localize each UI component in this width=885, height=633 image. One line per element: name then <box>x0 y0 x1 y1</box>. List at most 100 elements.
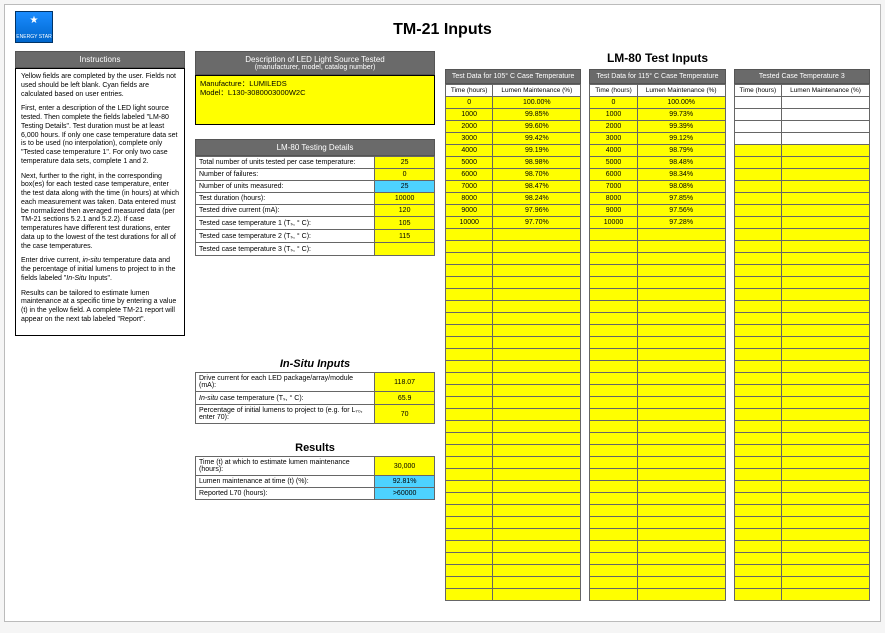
cell-lumen[interactable] <box>782 169 870 181</box>
cell-lumen[interactable] <box>782 157 870 169</box>
cell-lumen[interactable] <box>637 421 725 433</box>
cell-lumen[interactable] <box>782 517 870 529</box>
cell-time[interactable] <box>446 253 493 265</box>
cell-time[interactable] <box>446 433 493 445</box>
cell-time[interactable] <box>446 241 493 253</box>
cell-time[interactable]: 7000 <box>446 181 493 193</box>
cell-time[interactable] <box>446 349 493 361</box>
cell-time[interactable] <box>590 265 637 277</box>
cell-lumen[interactable] <box>782 541 870 553</box>
cell-lumen[interactable] <box>637 433 725 445</box>
cell-lumen[interactable]: 98.47% <box>493 181 581 193</box>
cell-time[interactable]: 3000 <box>590 133 637 145</box>
cell-lumen[interactable] <box>637 565 725 577</box>
cell-time[interactable] <box>590 277 637 289</box>
cell-time[interactable] <box>590 457 637 469</box>
cell-time[interactable] <box>590 337 637 349</box>
cell-time[interactable] <box>590 325 637 337</box>
cell-lumen[interactable] <box>493 397 581 409</box>
cell-time[interactable] <box>734 577 781 589</box>
cell-time[interactable] <box>734 157 781 169</box>
cell-lumen[interactable] <box>493 445 581 457</box>
cell-time[interactable] <box>446 373 493 385</box>
cell-lumen[interactable] <box>637 493 725 505</box>
cell-lumen[interactable] <box>493 553 581 565</box>
cell-lumen[interactable] <box>493 421 581 433</box>
cell-time[interactable] <box>734 529 781 541</box>
cell-time[interactable]: 9000 <box>590 205 637 217</box>
cell-time[interactable] <box>590 529 637 541</box>
field-value[interactable] <box>375 243 435 256</box>
field-value[interactable]: 10000 <box>375 193 435 205</box>
cell-time[interactable] <box>734 241 781 253</box>
cell-lumen[interactable] <box>493 409 581 421</box>
cell-time[interactable] <box>590 385 637 397</box>
cell-time[interactable] <box>590 577 637 589</box>
cell-lumen[interactable] <box>637 229 725 241</box>
cell-lumen[interactable] <box>493 577 581 589</box>
cell-lumen[interactable] <box>493 565 581 577</box>
cell-lumen[interactable] <box>782 229 870 241</box>
cell-lumen[interactable] <box>782 385 870 397</box>
cell-time[interactable] <box>734 349 781 361</box>
field-value[interactable]: 70 <box>375 405 435 424</box>
cell-lumen[interactable] <box>493 265 581 277</box>
cell-time[interactable]: 2000 <box>446 121 493 133</box>
cell-lumen[interactable] <box>637 553 725 565</box>
cell-lumen[interactable] <box>782 505 870 517</box>
cell-lumen[interactable] <box>493 433 581 445</box>
cell-time[interactable] <box>590 289 637 301</box>
cell-lumen[interactable] <box>637 445 725 457</box>
cell-lumen[interactable] <box>782 481 870 493</box>
cell-time[interactable] <box>734 229 781 241</box>
cell-lumen[interactable] <box>782 373 870 385</box>
cell-lumen[interactable] <box>782 97 870 109</box>
cell-time[interactable]: 10000 <box>446 217 493 229</box>
cell-lumen[interactable]: 98.24% <box>493 193 581 205</box>
cell-lumen[interactable] <box>493 313 581 325</box>
cell-time[interactable]: 4000 <box>590 145 637 157</box>
cell-time[interactable] <box>446 397 493 409</box>
cell-time[interactable] <box>590 553 637 565</box>
cell-time[interactable] <box>446 469 493 481</box>
cell-lumen[interactable] <box>493 253 581 265</box>
cell-time[interactable]: 2000 <box>590 121 637 133</box>
cell-time[interactable] <box>590 409 637 421</box>
field-value[interactable]: 0 <box>375 169 435 181</box>
cell-lumen[interactable] <box>637 373 725 385</box>
cell-lumen[interactable]: 97.96% <box>493 205 581 217</box>
cell-lumen[interactable] <box>782 577 870 589</box>
cell-time[interactable]: 3000 <box>446 133 493 145</box>
cell-lumen[interactable] <box>782 313 870 325</box>
cell-time[interactable] <box>446 589 493 601</box>
cell-time[interactable] <box>734 217 781 229</box>
cell-lumen[interactable]: 99.42% <box>493 133 581 145</box>
cell-lumen[interactable] <box>782 553 870 565</box>
cell-lumen[interactable] <box>782 241 870 253</box>
cell-lumen[interactable] <box>782 109 870 121</box>
cell-lumen[interactable] <box>782 337 870 349</box>
cell-lumen[interactable]: 97.85% <box>637 193 725 205</box>
cell-time[interactable] <box>734 145 781 157</box>
cell-lumen[interactable] <box>493 229 581 241</box>
field-value[interactable]: 120 <box>375 205 435 217</box>
cell-time[interactable] <box>590 433 637 445</box>
cell-time[interactable] <box>734 493 781 505</box>
cell-time[interactable] <box>734 469 781 481</box>
cell-time[interactable] <box>734 553 781 565</box>
cell-time[interactable] <box>590 301 637 313</box>
cell-time[interactable]: 1000 <box>590 109 637 121</box>
cell-time[interactable] <box>446 577 493 589</box>
cell-time[interactable]: 7000 <box>590 181 637 193</box>
cell-lumen[interactable] <box>782 445 870 457</box>
cell-time[interactable] <box>734 205 781 217</box>
cell-time[interactable] <box>734 385 781 397</box>
cell-lumen[interactable] <box>782 121 870 133</box>
cell-lumen[interactable]: 99.19% <box>493 145 581 157</box>
cell-lumen[interactable] <box>637 397 725 409</box>
cell-time[interactable] <box>734 433 781 445</box>
cell-time[interactable] <box>734 373 781 385</box>
cell-time[interactable] <box>446 265 493 277</box>
cell-lumen[interactable] <box>782 409 870 421</box>
cell-lumen[interactable] <box>637 385 725 397</box>
